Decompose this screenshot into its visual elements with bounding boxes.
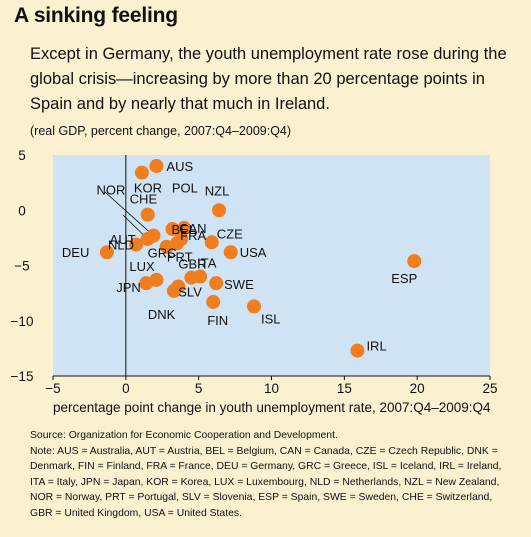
- data-point-bel: [165, 222, 180, 237]
- data-point-deu: [99, 245, 114, 260]
- point-label-nzl: NZL: [205, 183, 230, 198]
- data-points: [99, 159, 422, 358]
- data-point-can: [177, 220, 192, 235]
- x-axis-label: percentage point change in youth unemplo…: [53, 400, 491, 415]
- x-tick-label: 25: [482, 381, 497, 396]
- point-label-slv: SLV: [178, 284, 202, 299]
- y-tick-label: −10: [11, 314, 34, 329]
- x-tick-label: 20: [410, 381, 425, 396]
- point-label-ita: ITA: [197, 256, 217, 271]
- data-point-nzl: [212, 203, 227, 218]
- data-point-ita: [193, 269, 208, 284]
- data-point-prt: [169, 236, 184, 251]
- x-tick-label: 15: [337, 381, 352, 396]
- point-label-jpn: JPN: [116, 280, 141, 295]
- data-point-aus: [149, 159, 164, 174]
- point-label-irl: IRL: [366, 339, 386, 354]
- data-point-esp: [407, 254, 422, 269]
- point-label-usa: USA: [240, 245, 267, 260]
- x-tick-label: 0: [122, 381, 130, 396]
- point-label-isl: ISL: [261, 311, 281, 326]
- data-point-aut: [140, 231, 155, 246]
- x-tick-label: 10: [264, 381, 279, 396]
- point-label-aus: AUS: [166, 159, 193, 174]
- point-label-fra: FRA: [180, 228, 206, 243]
- data-point-swe: [209, 276, 224, 291]
- point-label-swe: SWE: [224, 277, 254, 292]
- tick-labels: −5 0 5 10 15 20 25 5 0 −5 −10 −15: [11, 148, 498, 396]
- abbreviation-note: Note: AUS = Australia, AUT = Austria, BE…: [30, 445, 502, 519]
- point-label-aut: AUT: [110, 232, 136, 247]
- data-point-jpn: [139, 276, 154, 291]
- x-tick-label: −5: [45, 381, 60, 396]
- chart-subtitle: Except in Germany, the youth unemploymen…: [30, 45, 507, 113]
- chart-units-note: (real GDP, percent change, 2007:Q4–2009:…: [30, 124, 292, 138]
- data-point-usa: [223, 245, 238, 260]
- point-label-dnk: DNK: [148, 307, 176, 322]
- y-tick-label: −5: [14, 259, 29, 274]
- data-point-isl: [247, 299, 262, 314]
- data-point-dnk: [166, 283, 181, 298]
- point-label-bel: BEL: [171, 222, 196, 237]
- point-label-lux: LUX: [129, 259, 155, 274]
- data-point-fin: [206, 294, 221, 309]
- point-label-che: CHE: [130, 192, 158, 207]
- y-tick-label: 0: [18, 203, 26, 218]
- footer-notes: Source: Organization for Economic Cooper…: [30, 428, 508, 521]
- point-label-can: CAN: [179, 221, 206, 236]
- data-point-cze: [204, 235, 219, 250]
- source-note: Source: Organization for Economic Cooper…: [30, 430, 338, 441]
- y-tick-label: 5: [18, 148, 26, 163]
- chart-title: A sinking feeling: [14, 4, 178, 27]
- point-label-prt: PRT: [167, 249, 193, 264]
- data-point-pol: [134, 165, 149, 180]
- point-label-nld: NLD: [108, 238, 134, 253]
- leader-line-nor: [104, 191, 154, 236]
- point-label-nor: NOR: [97, 183, 126, 198]
- point-label-grc: GRC: [148, 246, 177, 261]
- data-point-irl: [350, 343, 365, 358]
- point-label-esp: ESP: [391, 271, 417, 286]
- data-point-nld: [129, 237, 144, 252]
- y-tick-label: −15: [11, 369, 34, 384]
- point-label-deu: DEU: [62, 245, 89, 260]
- point-label-kor: KOR: [134, 181, 162, 196]
- point-label-pol: POL: [172, 181, 198, 196]
- point-label-gbr: GBR: [178, 257, 206, 272]
- point-label-cze: CZE: [217, 226, 243, 241]
- point-label-fin: FIN: [207, 313, 228, 328]
- data-point-che: [140, 207, 155, 222]
- x-tick-label: 5: [195, 381, 203, 396]
